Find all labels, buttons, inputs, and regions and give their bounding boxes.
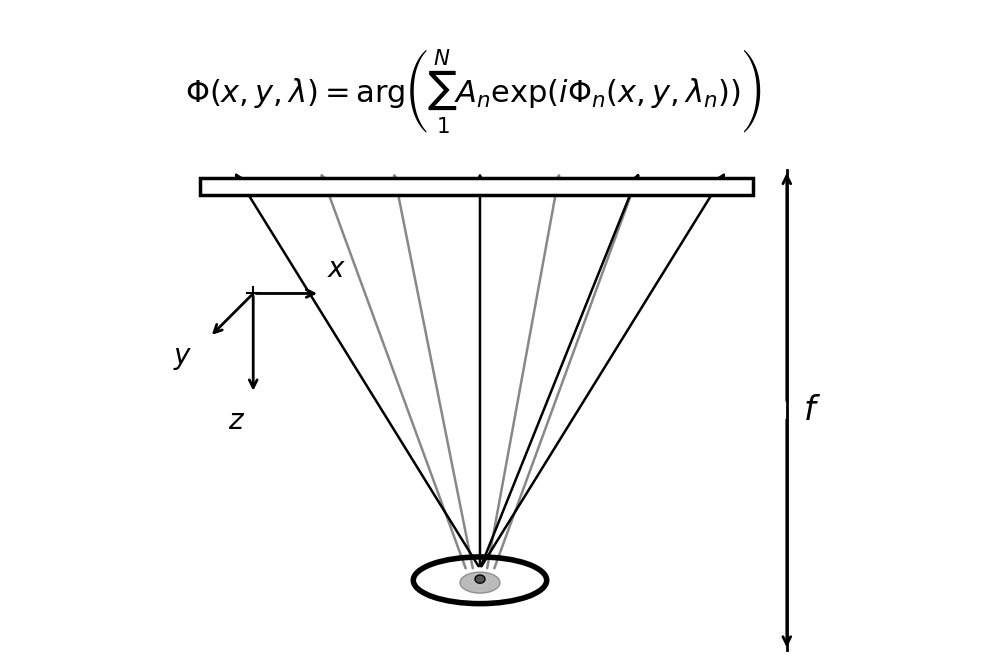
Text: $z$: $z$ xyxy=(228,407,245,435)
Bar xyxy=(200,178,753,195)
Text: $f$: $f$ xyxy=(803,394,821,427)
Text: $y$: $y$ xyxy=(173,344,193,372)
Ellipse shape xyxy=(475,575,485,583)
Text: $\Phi(x,y,\lambda) = \arg\!\left(\sum_1^N A_n \exp\!\left(i\Phi_n\left(x,y,\lamb: $\Phi(x,y,\lambda) = \arg\!\left(\sum_1^… xyxy=(185,47,762,135)
Ellipse shape xyxy=(460,572,500,593)
Text: $x$: $x$ xyxy=(327,255,346,283)
